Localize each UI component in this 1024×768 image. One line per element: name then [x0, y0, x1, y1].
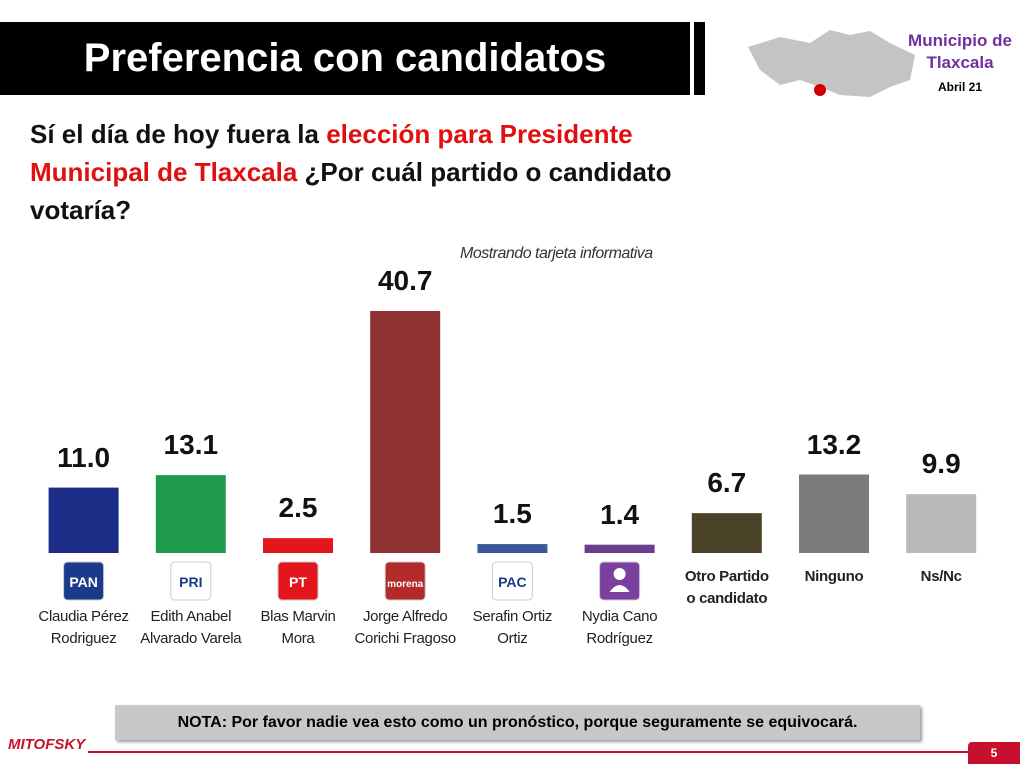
- party-logo: PAC: [491, 561, 533, 601]
- logo-text: morena: [387, 579, 424, 590]
- bar: [799, 474, 869, 553]
- date: Abril 21: [937, 80, 982, 94]
- party-logo: PRI: [170, 561, 212, 601]
- logo-text: PRI: [179, 574, 202, 590]
- bar: [691, 513, 762, 553]
- category-label: Ns/Nc: [920, 568, 962, 585]
- logo-icon: [613, 568, 626, 580]
- bar: [370, 311, 441, 553]
- bar: [155, 475, 226, 553]
- bar: [477, 544, 548, 553]
- category-label: Nydia Cano Rodríguez: [581, 608, 658, 647]
- logo-bg: [63, 561, 105, 601]
- map: [748, 30, 915, 97]
- category-label: Blas Marvin Mora: [260, 608, 336, 647]
- question-text: Sí el día de hoy fuera la: [30, 119, 327, 149]
- place: Municipio de Tlaxcala: [908, 31, 1012, 72]
- logo-bg: [170, 561, 212, 601]
- party-logo: PT: [277, 561, 319, 601]
- value-label: 13.1: [163, 429, 219, 461]
- footer-line: [88, 751, 970, 753]
- party-logo: PAN: [63, 561, 105, 601]
- category-label: Edith Anabel Alvarado Varela: [140, 608, 242, 647]
- brand-logo: MITOFSKY: [8, 736, 86, 753]
- slide-title: Preferencia con candidatos: [0, 22, 690, 95]
- logo-bg: [491, 561, 533, 601]
- category-label: Serafin Ortiz Ortiz: [472, 608, 553, 647]
- note: NOTA: Por favor nadie vea esto como un p…: [115, 705, 920, 740]
- party-logo: [599, 561, 641, 601]
- map-dot: [814, 84, 826, 96]
- question: Sí el día de hoy fuera la elección para …: [30, 115, 690, 229]
- map-shape: [748, 30, 915, 97]
- annotation: Mostrando tarjeta informativa: [460, 245, 653, 262]
- category-label: Otro Partido o candidato: [684, 568, 769, 607]
- category-label: Jorge Alfredo Corichi Fragoso: [354, 608, 457, 647]
- value-label: 1.5: [492, 498, 532, 530]
- bar: [48, 487, 119, 553]
- category-label: Ninguno: [804, 568, 864, 585]
- value-label: 6.7: [707, 467, 747, 499]
- logo-bg: [599, 561, 641, 601]
- value-label: 2.5: [278, 492, 318, 524]
- title-bar-accent: [694, 22, 705, 95]
- bar: [263, 538, 333, 553]
- value-label: 1.4: [600, 498, 640, 530]
- logo-text: PAC: [498, 574, 527, 590]
- question-highlight: elección para Presidente Municipal de Tl…: [30, 119, 633, 187]
- bar: [584, 544, 655, 553]
- logo-bg: [277, 561, 319, 601]
- logo-text: PAN: [69, 574, 98, 590]
- category-label: Claudia Pérez Rodriguez: [38, 608, 129, 647]
- question-text: ¿Por cuál partido o candidato votaría?: [30, 157, 672, 225]
- party-logo: morena: [384, 561, 426, 601]
- bar: [906, 494, 977, 553]
- page-number: 5: [968, 742, 1020, 764]
- value-label: 9.9: [921, 448, 961, 480]
- logo-icon: [609, 585, 630, 592]
- value-label: 40.7: [377, 265, 433, 296]
- logo-text: PT: [289, 574, 307, 590]
- logo-bg: [384, 561, 426, 601]
- value-label: 11.0: [57, 441, 111, 473]
- value-label: 13.2: [806, 428, 862, 460]
